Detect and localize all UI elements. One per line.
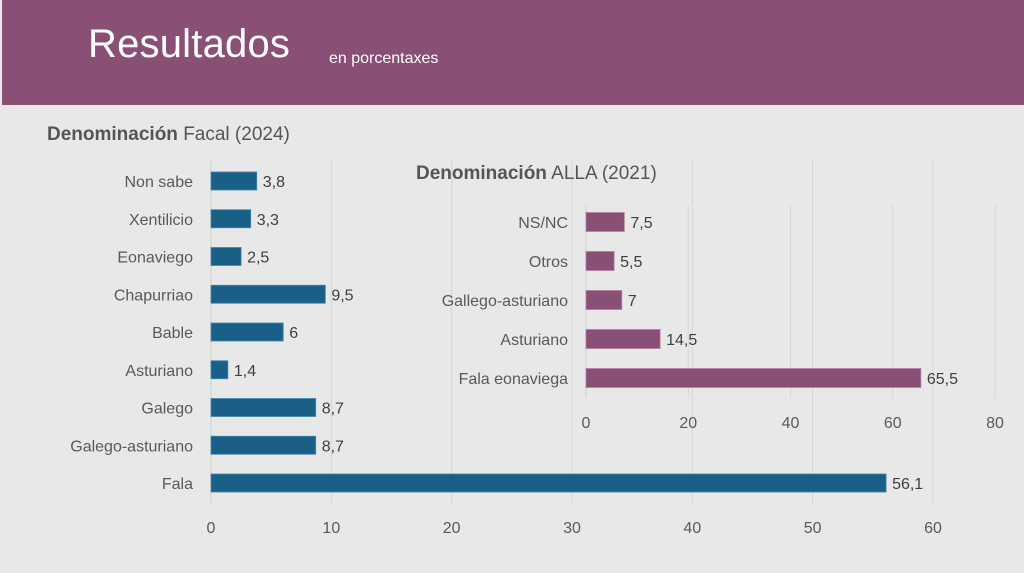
facal-bar	[210, 209, 252, 229]
alla-value-label: 5,5	[620, 254, 642, 271]
header-banner: Resultados en porcentaxes	[2, 0, 1024, 105]
facal-tick-label: 20	[443, 520, 461, 537]
alla-value-label: 14,5	[666, 332, 697, 349]
chart-alla-title-bold: Denominación	[416, 163, 547, 184]
facal-value-label: 2,5	[247, 250, 269, 267]
chart-facal-title-rest: Facal (2024)	[183, 124, 290, 145]
facal-bar	[210, 247, 242, 266]
alla-category-label: Otros	[529, 254, 568, 271]
chart-facal-title: Denominación Facal (2024)	[47, 124, 290, 146]
facal-tick-label: 50	[804, 520, 822, 537]
facal-bar	[210, 435, 317, 455]
facal-bar	[210, 284, 326, 304]
alla-category-label: Asturiano	[500, 332, 568, 349]
facal-value-label: 6	[289, 325, 298, 342]
facal-category-label: Xentilicio	[129, 212, 193, 229]
chart-alla: NS/NC 7,5 Otros 5,5 Gallego-asturiano 7 Asturi…	[442, 205, 1004, 432]
facal-value-label: 8,7	[322, 438, 344, 455]
facal-bar	[210, 360, 229, 380]
alla-bar	[585, 290, 623, 310]
alla-bar	[585, 251, 615, 271]
alla-tick-label: 80	[986, 415, 1004, 432]
alla-value-label: 7	[628, 293, 637, 310]
alla-category-label: Fala eonaviega	[459, 371, 569, 388]
alla-bar	[585, 212, 625, 232]
facal-value-label: 56,1	[892, 476, 923, 493]
facal-value-label: 1,4	[234, 363, 256, 380]
facal-bar	[210, 322, 284, 342]
chart-facal-title-bold: Denominación	[47, 124, 178, 145]
facal-category-label: Fala	[162, 476, 193, 493]
alla-tick-label: 20	[679, 415, 697, 432]
facal-tick-label: 10	[322, 520, 340, 537]
facal-category-label: Asturiano	[125, 363, 193, 380]
alla-value-label: 65,5	[927, 371, 958, 388]
facal-category-label: Galego-asturiano	[70, 438, 193, 455]
alla-bar	[585, 368, 922, 388]
alla-tick-label: 60	[884, 415, 902, 432]
facal-tick-label: 0	[207, 520, 216, 537]
facal-value-label: 9,5	[331, 287, 353, 304]
facal-bar	[210, 171, 258, 191]
facal-category-label: Chapurriao	[114, 287, 193, 304]
facal-value-label: 3,3	[257, 212, 279, 229]
chart-facal: Non sabe 3,8 Xentilicio 3,3 Eonaviego 2,5 Chap…	[70, 160, 942, 537]
alla-value-label: 7,5	[630, 215, 652, 232]
facal-category-label: Bable	[152, 325, 193, 342]
facal-tick-label: 40	[683, 520, 701, 537]
page-title: Resultados	[88, 22, 291, 66]
facal-category-label: Galego	[141, 401, 193, 418]
alla-category-label: NS/NC	[518, 215, 568, 232]
facal-tick-label: 30	[563, 520, 581, 537]
facal-category-label: Eonaviego	[117, 250, 193, 267]
alla-tick-label: 40	[782, 415, 800, 432]
facal-tick-label: 60	[924, 520, 942, 537]
facal-value-label: 8,7	[322, 401, 344, 418]
alla-category-label: Gallego-asturiano	[442, 293, 568, 310]
page-subtitle: en porcentaxes	[329, 50, 439, 67]
facal-category-label: Non sabe	[125, 174, 194, 191]
alla-bar	[585, 329, 661, 349]
facal-bar	[210, 398, 317, 417]
alla-tick-label: 0	[582, 415, 591, 432]
facal-value-label: 3,8	[263, 174, 285, 191]
chart-alla-title: Denominación ALLA (2021)	[416, 163, 657, 185]
chart-alla-title-rest: ALLA (2021)	[551, 163, 657, 184]
facal-bar	[210, 473, 887, 493]
